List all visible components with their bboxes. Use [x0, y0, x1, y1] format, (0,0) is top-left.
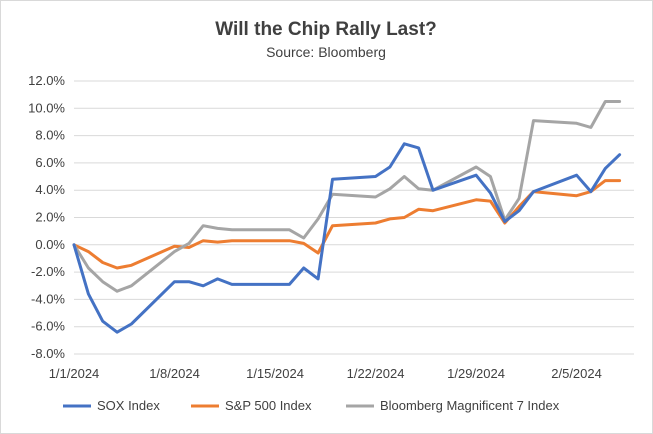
series-line-1: [72, 142, 622, 334]
legend-label: Bloomberg Magnificent 7 Index: [380, 398, 560, 413]
legend: SOX Index S&P 500 Index Bloomberg Magnific…: [63, 398, 560, 413]
y-tick-label: 6.0%: [35, 155, 65, 170]
chart-subtitle: Source: Bloomberg: [266, 44, 386, 60]
y-tick-label: 4.0%: [35, 182, 65, 197]
x-axis-tick-labels: 1/1/2024 1/8/2024 1/15/2024 1/22/2024 1/29/2…: [49, 366, 602, 381]
y-tick-label: 0.0%: [35, 237, 65, 252]
y-tick-label: -6.0%: [31, 319, 65, 334]
x-tick-label: 1/15/2024: [246, 366, 304, 381]
y-tick-label: 2.0%: [35, 210, 65, 225]
series-line-3: [72, 100, 622, 293]
x-tick-label: 1/29/2024: [447, 366, 505, 381]
y-tick-label: -8.0%: [31, 346, 65, 361]
y-tick-label: 12.0%: [28, 73, 65, 88]
y-tick-label: 10.0%: [28, 100, 65, 115]
y-axis-tick-labels: 12.0% 10.0% 8.0% 6.0% 4.0% 2.0% 0.0% -2.0% -4.0%…: [28, 73, 65, 361]
legend-label: SOX Index: [97, 398, 160, 413]
x-tick-label: 2/5/2024: [551, 366, 602, 381]
chart-title: Will the Chip Rally Last?: [215, 19, 437, 40]
x-tick-label: 1/1/2024: [49, 366, 100, 381]
y-tick-label: 8.0%: [35, 128, 65, 143]
x-tick-label: 1/8/2024: [149, 366, 200, 381]
series-lines: [72, 100, 622, 334]
y-tick-label: -4.0%: [31, 291, 65, 306]
legend-label: S&P 500 Index: [225, 398, 312, 413]
y-tick-label: -2.0%: [31, 264, 65, 279]
x-tick-label: 1/22/2024: [347, 366, 405, 381]
gridlines: [74, 80, 634, 355]
